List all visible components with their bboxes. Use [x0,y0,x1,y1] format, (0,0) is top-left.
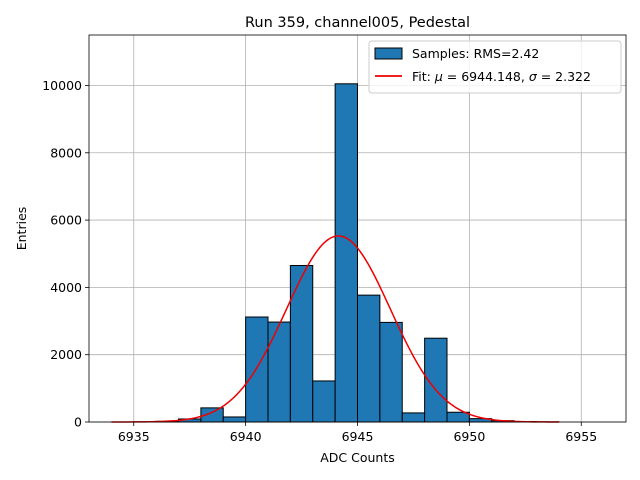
x-tick-label: 6935 [118,429,150,444]
y-tick-label: 0 [74,415,82,430]
x-tick-label: 6940 [230,429,262,444]
legend-box [368,40,622,94]
y-tick-label: 10000 [42,78,82,93]
legend-fit-mu-value: = 6944.148, [443,69,529,84]
histogram-bar [357,294,381,423]
x-tick-label: 6955 [565,429,597,444]
histogram-bar [245,316,269,423]
legend-fit-sigma-value: = 2.322 [537,69,591,84]
legend-fit-prefix: Fit: [412,69,435,84]
histogram-bar [222,416,247,423]
histogram-bar [401,412,426,423]
x-axis-label: ADC Counts [320,450,395,465]
histogram-bars [133,83,560,423]
histogram-bar [379,321,403,423]
y-tick-label: 4000 [50,280,82,295]
histogram-bar [289,265,314,423]
histogram-bar [267,321,291,423]
y-axis-ticks: 0 2000 4000 6000 8000 10000 [42,78,89,430]
x-tick-label: 6950 [453,429,485,444]
y-tick-label: 6000 [50,213,82,228]
legend-fit-sigma-symbol: σ [529,69,538,84]
x-axis-ticks: 6935 6940 6945 6950 6955 [118,422,597,444]
histogram-bar [312,380,336,423]
chart-title: Run 359, channel005, Pedestal [245,15,470,31]
x-tick-label: 6945 [342,429,374,444]
legend-fit-label: Fit: μ = 6944.148, σ = 2.322 [412,69,591,84]
histogram-bar [446,411,470,423]
legend: Samples: RMS=2.42 Fit: μ = 6944.148, σ =… [368,40,622,94]
y-tick-label: 8000 [50,145,82,160]
y-axis-label: Entries [14,207,29,251]
legend-fit-mu-symbol: μ [434,69,443,84]
y-tick-label: 2000 [50,347,82,362]
fit-curve [111,235,559,423]
legend-hist-label: Samples: RMS=2.42 [412,46,539,61]
legend-hist-swatch [374,47,403,60]
histogram-bar [334,83,358,423]
